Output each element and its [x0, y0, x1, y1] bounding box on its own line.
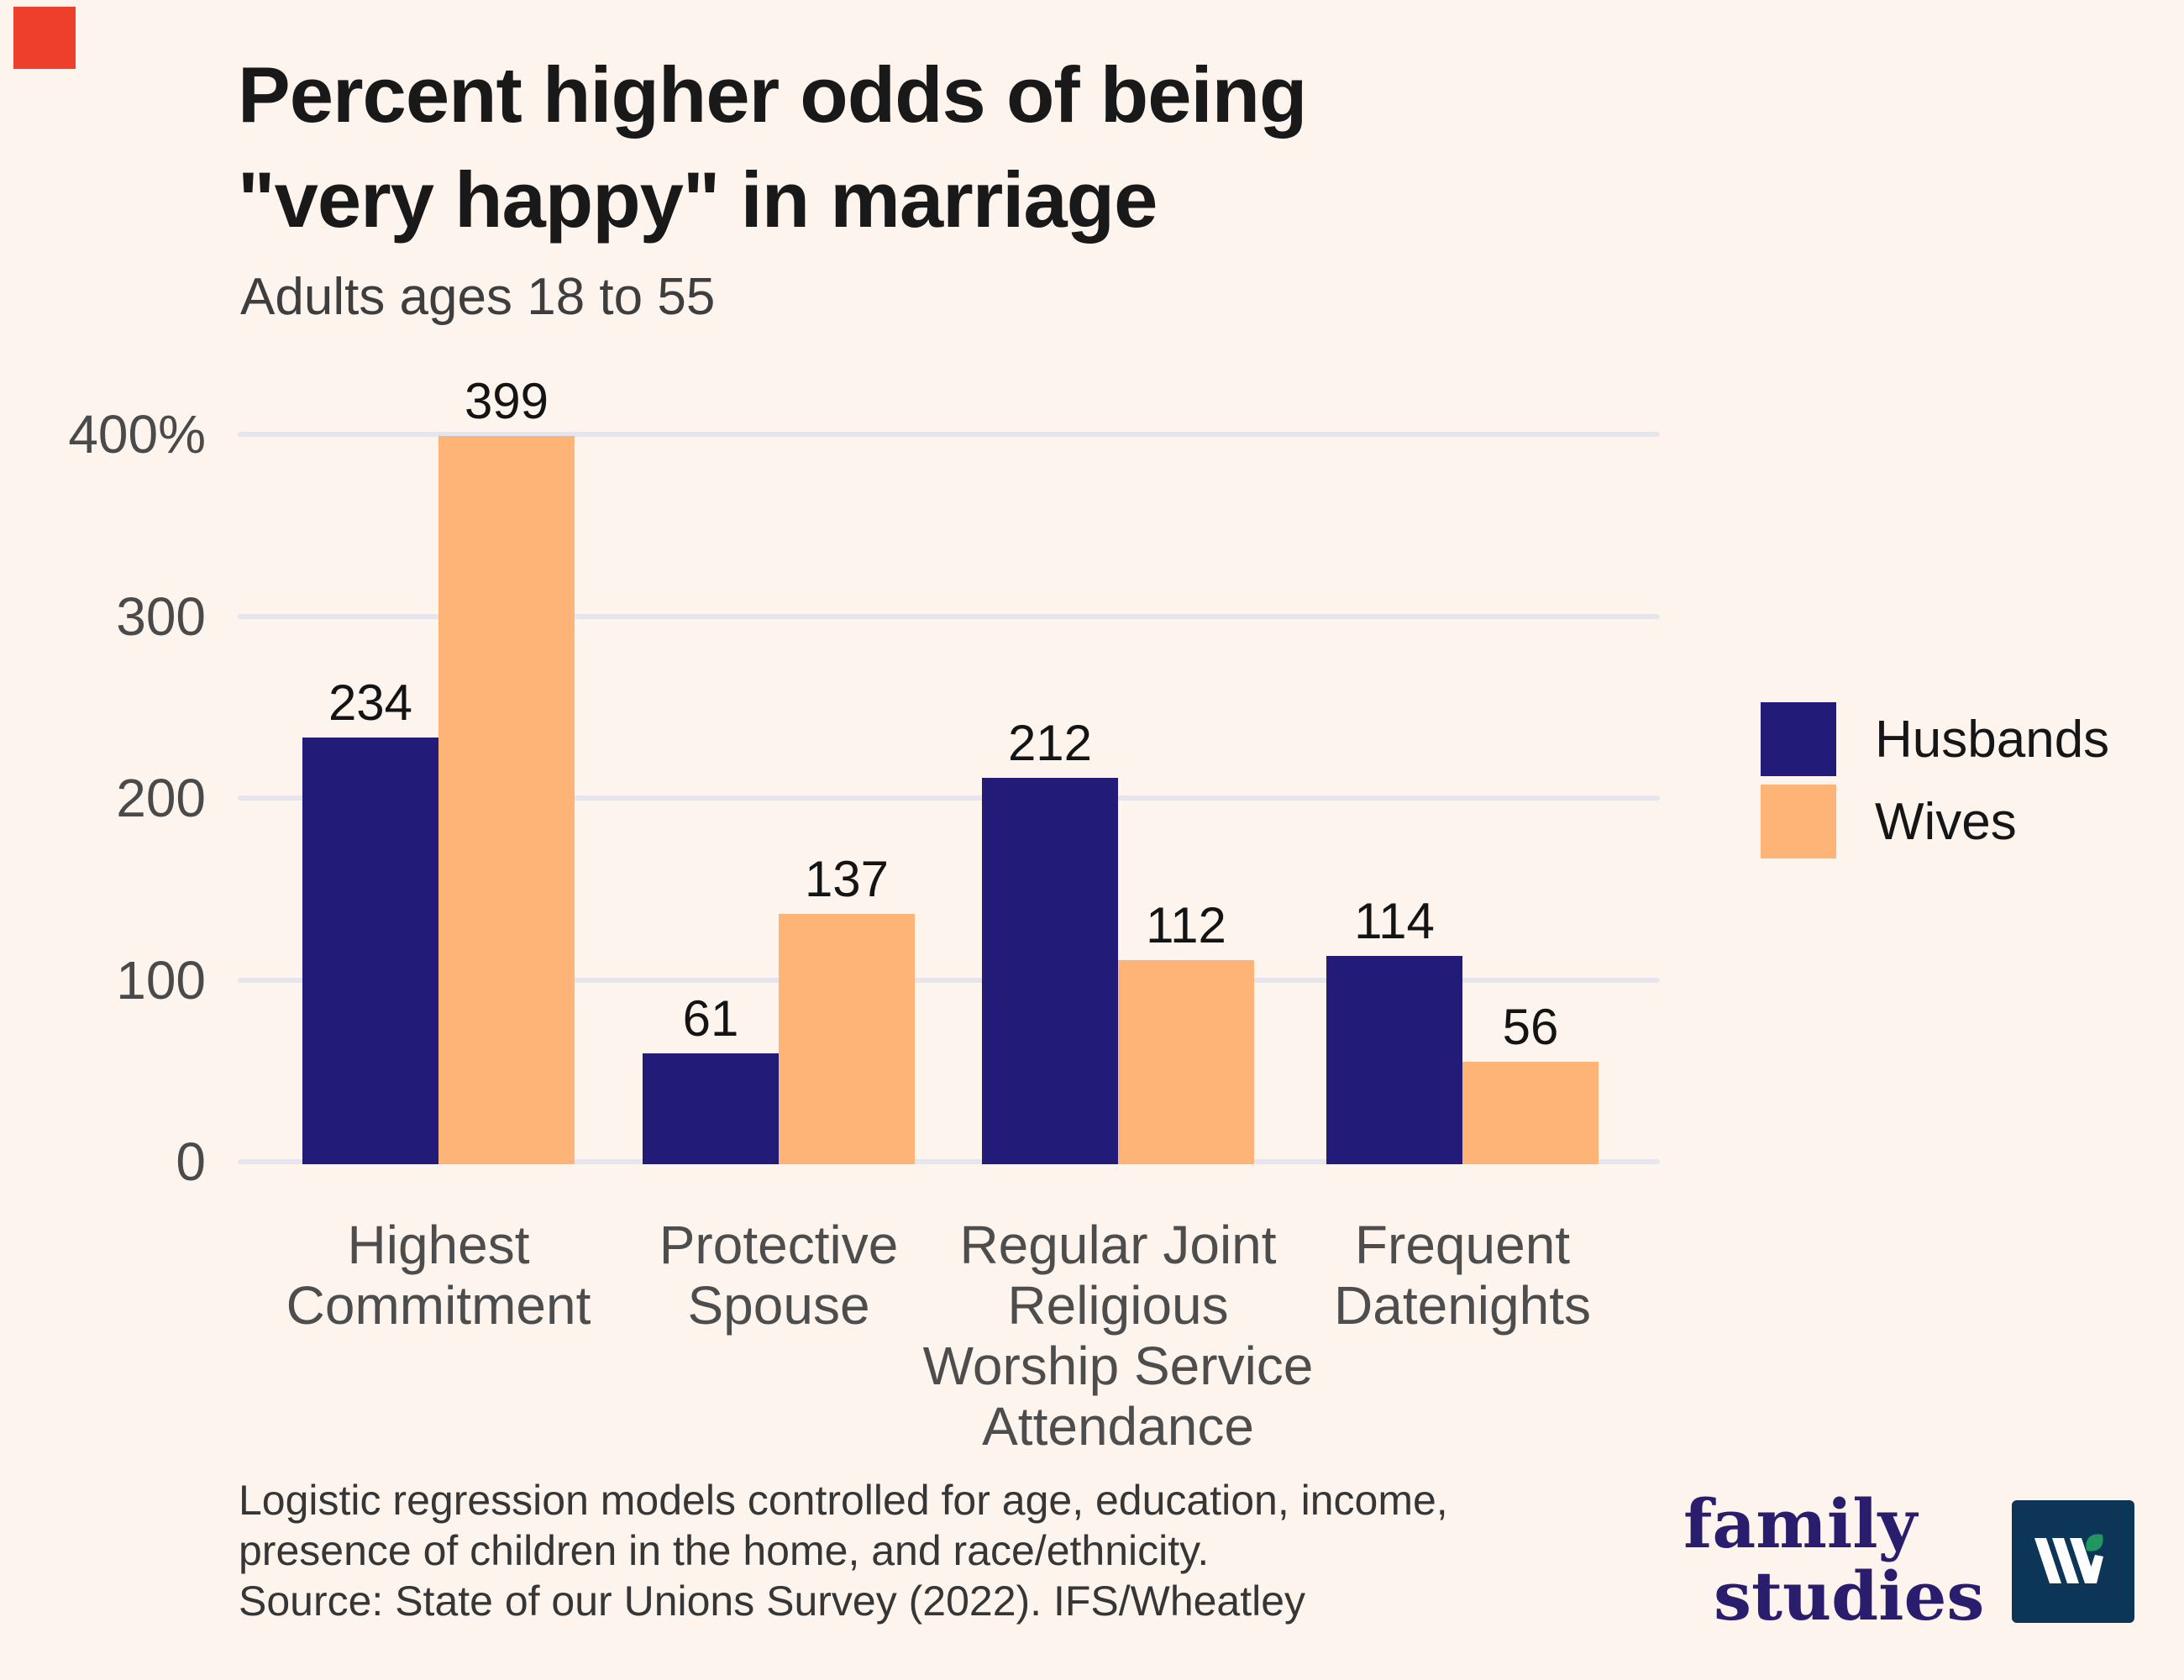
bar-wives-highest-commitment	[438, 436, 575, 1164]
ifs-logo	[2012, 1500, 2134, 1623]
bar-husbands-frequent-datenights	[1326, 956, 1462, 1164]
chart-legend: Husbands Wives	[1761, 702, 2109, 858]
bar-value-label: 112	[1146, 897, 1226, 953]
y-axis-tick-label-0: 0	[176, 1131, 206, 1192]
y-axis-tick-label-100: 100	[116, 949, 206, 1011]
bar-husbands-regular-joint-religious-worship-service-attendance	[982, 778, 1118, 1164]
legend-label-husbands: Husbands	[1875, 710, 2110, 769]
x-axis-category-label-protective-spouse: Protective Spouse	[659, 1215, 899, 1336]
footnote: Logistic regression models controlled fo…	[239, 1475, 1448, 1626]
gridline-200	[238, 795, 1660, 801]
ifs-w-leaf-icon	[2034, 1534, 2103, 1583]
legend-swatch-wives	[1761, 785, 1836, 858]
x-axis-category-label-regular-joint-religious-worship-service-attendance: Regular Joint Religious Worship Service Att…	[922, 1215, 1314, 1457]
brand-wordmark-line1: family	[1683, 1484, 1918, 1563]
x-axis-category-label-frequent-datenights: Frequent Datenights	[1334, 1215, 1591, 1336]
footnote-line2: presence of children in the home, and ra…	[239, 1527, 1210, 1574]
gridline-400	[238, 432, 1660, 437]
bar-value-label: 61	[682, 990, 739, 1047]
x-axis-category-label-highest-commitment: Highest Commitment	[286, 1215, 591, 1336]
legend-item-wives: Wives	[1761, 785, 2109, 858]
legend-item-husbands: Husbands	[1761, 702, 2109, 776]
page-title-line1: Percent higher odds of being	[238, 50, 1307, 139]
bar-wives-protective-spouse	[779, 914, 915, 1164]
y-axis-tick-label-200: 200	[116, 768, 206, 828]
bar-value-label: 212	[1007, 715, 1093, 771]
bar-value-label: 399	[464, 373, 549, 429]
bar-husbands-highest-commitment	[302, 738, 438, 1164]
bar-wives-frequent-datenights	[1462, 1062, 1599, 1164]
footnote-line3: Source: State of our Unions Survey (2022…	[239, 1578, 1306, 1625]
page-title: Percent higher odds of being "very happy…	[238, 42, 1834, 252]
bar-value-label: 114	[1354, 893, 1435, 949]
bar-value-label: 56	[1502, 999, 1559, 1055]
bar-wives-regular-joint-religious-worship-service-attendance	[1118, 960, 1254, 1164]
gridline-100	[238, 977, 1660, 983]
page-subtitle: Adults ages 18 to 55	[240, 268, 716, 326]
bar-husbands-protective-spouse	[643, 1053, 779, 1164]
bar-value-label: 137	[804, 851, 890, 907]
bar-value-label: 234	[328, 675, 413, 731]
gridline-0	[238, 1159, 1660, 1164]
page-title-line2: "very happy" in marriage	[238, 155, 1158, 244]
y-axis-tick-label-300: 300	[116, 585, 206, 647]
gridline-300	[238, 613, 1660, 619]
legend-label-wives: Wives	[1875, 792, 2017, 851]
y-axis-tick-label-400: 400%	[68, 404, 206, 465]
footnote-line1: Logistic regression models controlled fo…	[239, 1477, 1448, 1524]
red-marker-overlay	[13, 7, 76, 69]
brand-wordmark-line2: studies	[1714, 1557, 1985, 1635]
legend-swatch-husbands	[1761, 702, 1836, 776]
